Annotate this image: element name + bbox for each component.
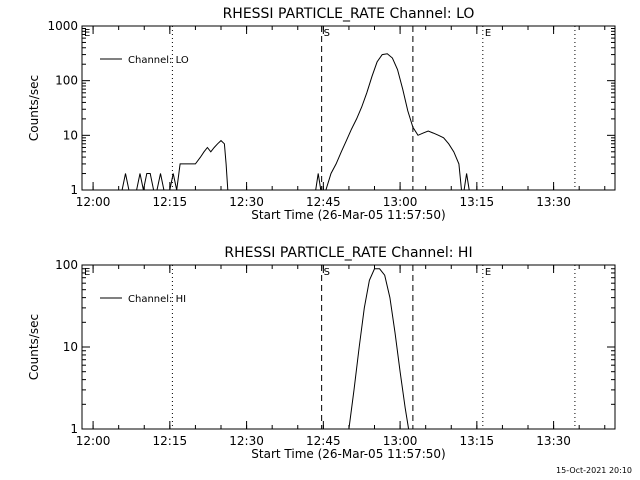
series-line bbox=[463, 173, 470, 191]
time-marker-label: E bbox=[84, 28, 90, 39]
series-line bbox=[169, 139, 229, 191]
x-axis-label: Start Time (26-Mar-05 11:57:50) bbox=[251, 208, 445, 222]
plot-frame bbox=[81, 264, 616, 430]
series-line bbox=[136, 173, 165, 191]
x-tick-label: 12:30 bbox=[229, 434, 264, 448]
time-marker-label: S bbox=[324, 267, 330, 278]
y-tick-label: 1 bbox=[70, 183, 78, 197]
legend-label: Channel: LO bbox=[128, 55, 189, 66]
x-tick-label: 13:30 bbox=[536, 434, 571, 448]
x-tick-label: 12:00 bbox=[76, 434, 111, 448]
time-marker-label: E bbox=[485, 267, 491, 278]
y-tick-label: 1 bbox=[70, 422, 78, 436]
x-tick-label: 13:15 bbox=[460, 195, 495, 209]
time-marker-label: S bbox=[324, 28, 330, 39]
x-tick-label: 12:15 bbox=[153, 195, 188, 209]
y-axis-label: Counts/sec bbox=[27, 75, 41, 141]
y-tick-label: 10 bbox=[63, 340, 78, 354]
time-marker-label: E bbox=[485, 28, 491, 39]
series-line bbox=[348, 268, 410, 430]
series-line bbox=[121, 173, 130, 191]
x-tick-label: 12:15 bbox=[153, 434, 188, 448]
x-tick-label: 12:45 bbox=[306, 195, 341, 209]
legend-label: Channel: HI bbox=[128, 294, 186, 305]
x-tick-label: 13:00 bbox=[383, 434, 418, 448]
y-tick-label: 1000 bbox=[47, 19, 78, 33]
x-tick-label: 13:15 bbox=[460, 434, 495, 448]
chart-title: RHESSI PARTICLE_RATE Channel: HI bbox=[224, 245, 472, 261]
time-marker-label: E bbox=[84, 267, 90, 278]
footer-timestamp: 15-Oct-2021 20:10 bbox=[556, 466, 632, 475]
x-axis-label: Start Time (26-Mar-05 11:57:50) bbox=[251, 447, 445, 461]
series-line bbox=[315, 173, 322, 191]
x-tick-label: 12:30 bbox=[229, 195, 264, 209]
x-tick-label: 13:30 bbox=[536, 195, 571, 209]
y-tick-label: 10 bbox=[63, 128, 78, 142]
x-tick-label: 12:00 bbox=[76, 195, 111, 209]
plot-frame bbox=[81, 25, 616, 191]
series-line bbox=[325, 53, 462, 191]
chart-title: RHESSI PARTICLE_RATE Channel: LO bbox=[223, 6, 475, 22]
y-tick-label: 100 bbox=[55, 74, 78, 88]
x-tick-label: 13:00 bbox=[383, 195, 418, 209]
y-tick-label: 100 bbox=[55, 258, 78, 272]
y-axis-label: Counts/sec bbox=[27, 314, 41, 380]
x-tick-label: 12:45 bbox=[306, 434, 341, 448]
